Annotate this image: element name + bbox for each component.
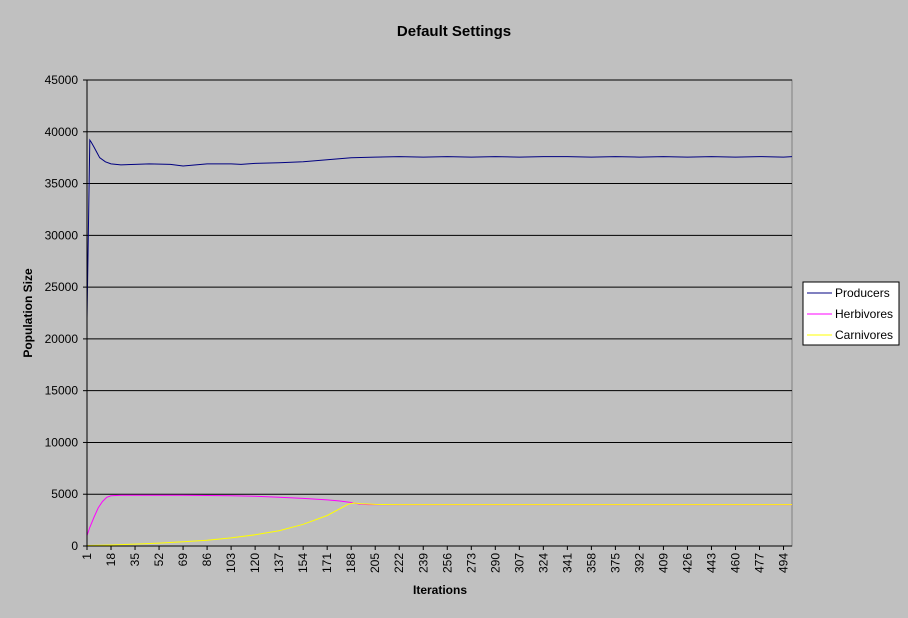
- y-tick-label: 30000: [45, 228, 79, 242]
- x-tick-label: 375: [608, 553, 622, 573]
- series-line-carnivores: [86, 502, 792, 546]
- x-tick-label: 1: [80, 553, 94, 560]
- legend-label-herbivores: Herbivores: [835, 307, 893, 321]
- x-tick-label: 426: [680, 553, 694, 573]
- x-tick-label: 18: [104, 553, 118, 567]
- x-axis-label: Iterations: [413, 583, 467, 597]
- plot-area: [86, 79, 793, 547]
- chart-title: Default Settings: [397, 23, 511, 40]
- x-tick-label: 341: [560, 553, 574, 573]
- x-tick-label: 188: [344, 553, 358, 573]
- x-axis-ticks: 1 18 35 52 69 86 103 120 137 154 171 188 205 222 239 25…: [80, 546, 791, 573]
- x-tick-label: 35: [128, 553, 142, 567]
- x-tick-label: 103: [224, 553, 238, 573]
- x-tick-label: 86: [200, 553, 214, 567]
- legend-label-carnivores: Carnivores: [835, 328, 893, 342]
- y-tick-label: 20000: [45, 332, 79, 346]
- x-tick-label: 358: [584, 553, 598, 573]
- y-tick-label: 5000: [51, 487, 78, 501]
- x-tick-label: 137: [272, 553, 286, 573]
- y-tick-label: 0: [71, 539, 78, 553]
- x-tick-label: 460: [728, 553, 742, 573]
- x-tick-label: 307: [512, 553, 526, 573]
- series-line-producers: [86, 138, 793, 319]
- x-tick-label: 290: [488, 553, 502, 573]
- y-tick-label: 45000: [45, 73, 79, 87]
- x-tick-label: 205: [368, 553, 382, 573]
- y-axis-ticks: 0 5000 10000 15000 20000 25000 30000 35000 40000…: [45, 73, 87, 553]
- x-tick-label: 256: [440, 553, 454, 573]
- series-lines: [86, 138, 793, 546]
- legend-label-producers: Producers: [835, 286, 890, 300]
- x-tick-label: 392: [632, 553, 646, 573]
- y-tick-label: 35000: [45, 177, 79, 191]
- x-tick-label: 120: [248, 553, 262, 573]
- legend: Producers Herbivores Carnivores: [802, 281, 900, 346]
- x-tick-label: 494: [777, 553, 791, 573]
- x-tick-label: 443: [704, 553, 718, 573]
- y-tick-label: 25000: [45, 280, 79, 294]
- y-tick-label: 10000: [45, 435, 79, 449]
- x-tick-label: 69: [176, 553, 190, 567]
- x-tick-label: 409: [656, 553, 670, 573]
- y-tick-label: 15000: [45, 384, 79, 398]
- x-tick-label: 52: [152, 553, 166, 567]
- y-axis-label: Population Size: [21, 268, 35, 358]
- x-tick-label: 222: [392, 553, 406, 573]
- x-tick-label: 477: [753, 553, 767, 573]
- x-tick-label: 239: [416, 553, 430, 573]
- y-tick-label: 40000: [45, 125, 79, 139]
- grid-lines: [87, 79, 792, 495]
- x-tick-label: 273: [464, 553, 478, 573]
- x-tick-label: 154: [296, 553, 310, 573]
- x-tick-label: 171: [320, 553, 334, 573]
- x-tick-label: 324: [536, 553, 550, 573]
